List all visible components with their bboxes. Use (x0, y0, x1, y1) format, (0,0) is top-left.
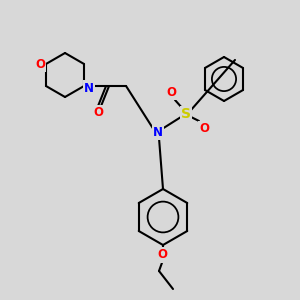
Text: O: O (35, 58, 45, 70)
Text: O: O (93, 106, 103, 119)
Text: N: N (84, 82, 94, 94)
Text: N: N (153, 125, 163, 139)
Text: O: O (199, 122, 209, 136)
Text: O: O (166, 85, 176, 98)
Text: O: O (157, 248, 167, 262)
Text: S: S (181, 107, 191, 121)
